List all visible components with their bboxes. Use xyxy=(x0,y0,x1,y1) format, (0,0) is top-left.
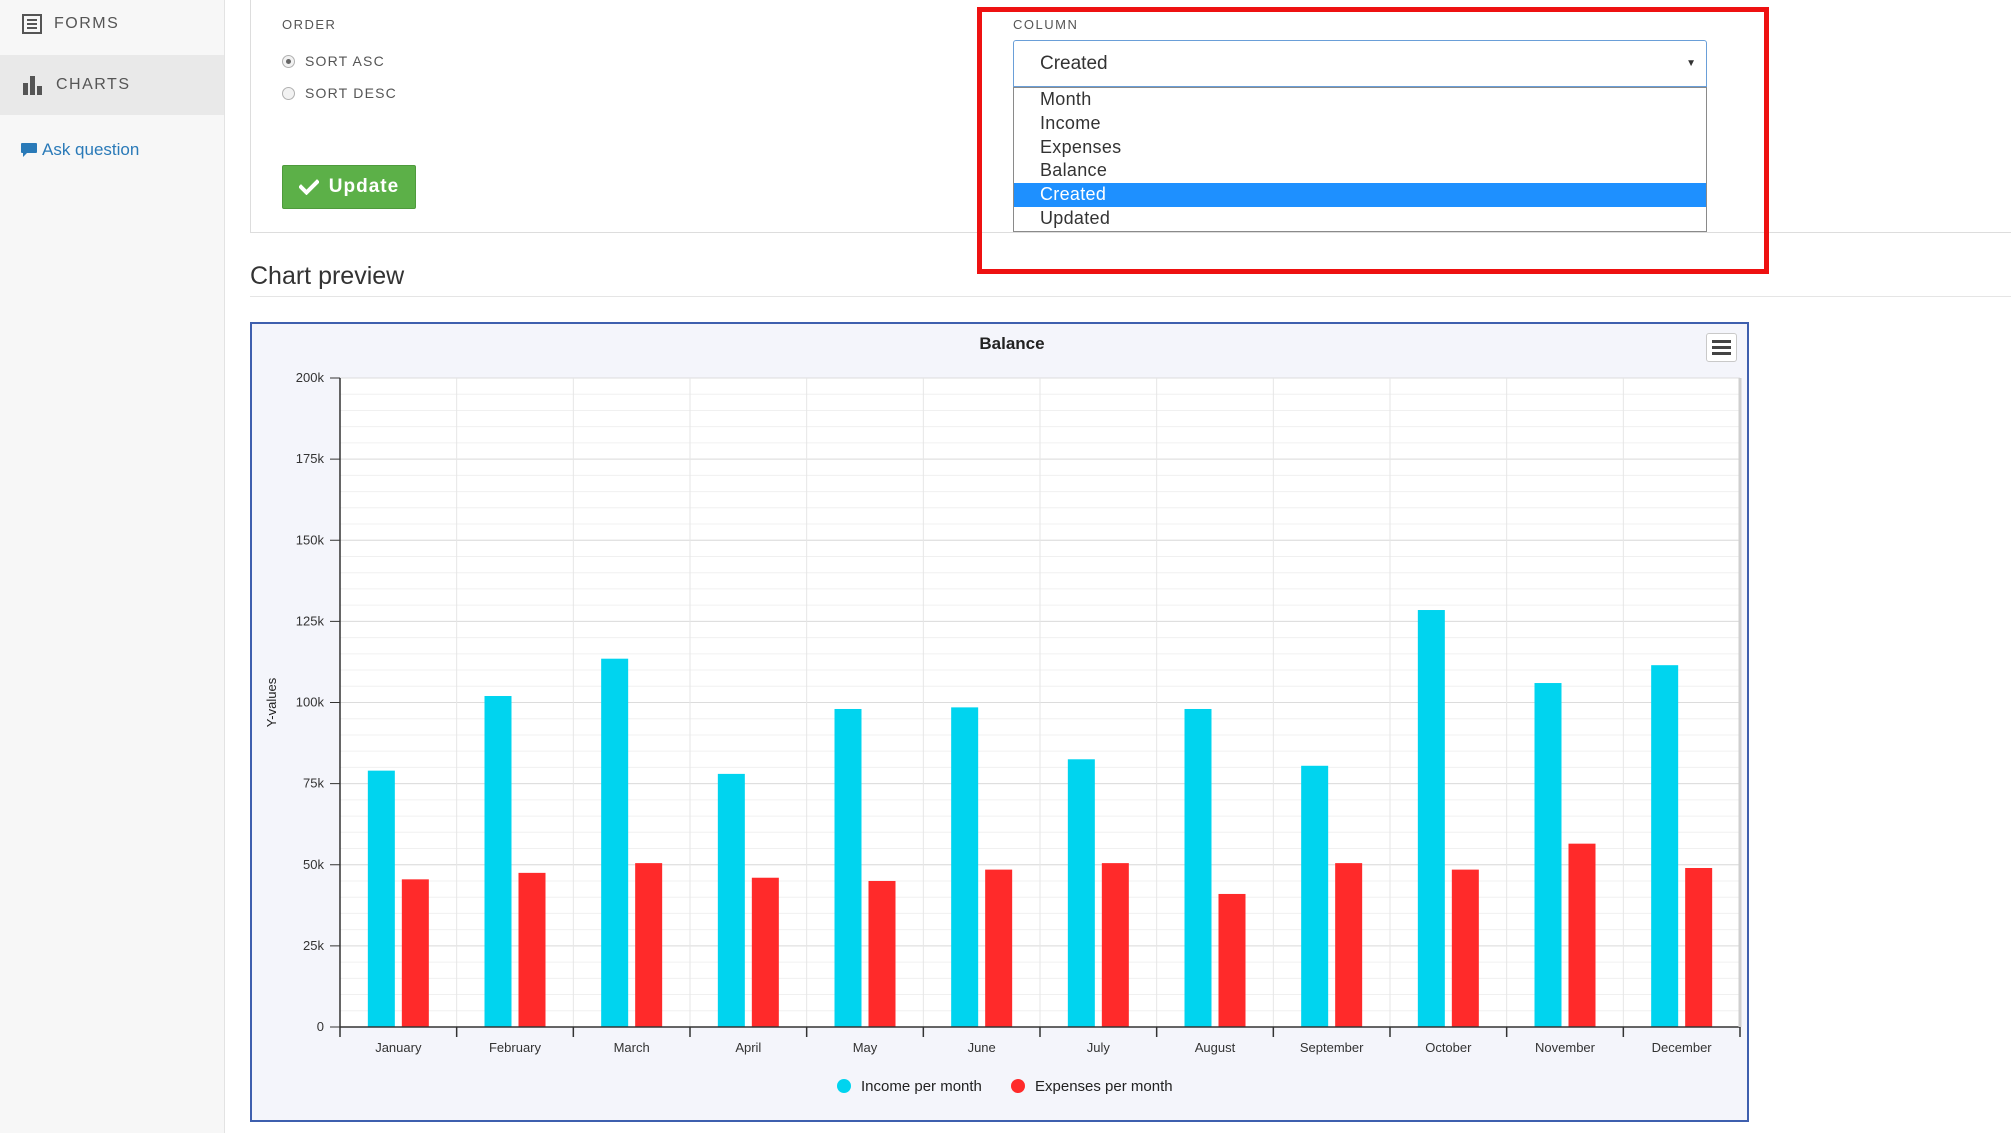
bar-expenses-per-month xyxy=(635,863,663,1027)
bar-income-per-month xyxy=(717,773,745,1027)
bar-expenses-per-month xyxy=(1335,863,1363,1027)
sort-desc-label: SORT DESC xyxy=(305,85,397,101)
sort-asc-option[interactable]: SORT ASC xyxy=(282,53,385,69)
column-select[interactable]: Created ▼ xyxy=(1013,40,1707,87)
bar-income-per-month xyxy=(484,696,512,1027)
x-tick-label: November xyxy=(1535,1040,1596,1055)
y-tick-label: 150k xyxy=(296,532,325,547)
bar-income-per-month xyxy=(367,770,395,1027)
bar-expenses-per-month xyxy=(1568,843,1596,1027)
y-tick-label: 75k xyxy=(303,776,324,791)
sidebar-item-label: CHARTS xyxy=(56,76,131,93)
speech-bubble-icon xyxy=(21,143,37,157)
y-tick-label: 25k xyxy=(303,938,324,953)
bar-expenses-per-month xyxy=(985,869,1013,1027)
x-tick-label: September xyxy=(1300,1040,1364,1055)
order-label: ORDER xyxy=(282,17,337,32)
bar-expenses-per-month xyxy=(1451,869,1479,1027)
chart-menu-button[interactable] xyxy=(1706,333,1737,362)
bar-expenses-per-month xyxy=(1101,863,1129,1027)
sort-asc-label: SORT ASC xyxy=(305,53,385,69)
x-tick-label: March xyxy=(614,1040,650,1055)
ask-question-link[interactable]: Ask question xyxy=(20,140,139,160)
sidebar: FORMS CHARTS Ask question xyxy=(0,0,225,1133)
legend-label: Income per month xyxy=(861,1078,982,1095)
column-option-month[interactable]: Month xyxy=(1040,89,1092,109)
x-tick-label: October xyxy=(1425,1040,1472,1055)
y-tick-label: 175k xyxy=(296,451,325,466)
bar-expenses-per-month xyxy=(518,872,546,1027)
column-option-created[interactable]: Created xyxy=(1014,183,1706,207)
bar-income-per-month xyxy=(1417,610,1445,1027)
column-option-income[interactable]: Income xyxy=(1040,112,1101,133)
settings-panel xyxy=(250,0,2011,233)
bar-income-per-month xyxy=(1534,683,1562,1027)
y-tick-label: 200k xyxy=(296,370,325,385)
update-button[interactable]: Update xyxy=(282,165,416,209)
sidebar-item-forms[interactable]: FORMS xyxy=(0,0,224,54)
bar-expenses-per-month xyxy=(868,880,896,1027)
bar-income-per-month xyxy=(951,707,979,1027)
y-tick-label: 50k xyxy=(303,857,324,872)
column-option-updated[interactable]: Updated xyxy=(1040,207,1111,228)
sidebar-item-charts[interactable]: CHARTS xyxy=(0,55,224,115)
y-tick-label: 100k xyxy=(296,695,325,710)
x-tick-label: April xyxy=(735,1040,761,1055)
legend-marker xyxy=(837,1079,851,1093)
y-axis-label: Y-values xyxy=(264,677,279,727)
chart-container: 0 25k 50k 75k 100k 125k 150k 175k 200k January Feb… xyxy=(250,322,1749,1122)
list-icon xyxy=(22,14,42,34)
bar-income-per-month xyxy=(1184,708,1212,1027)
check-icon xyxy=(298,179,319,195)
bar-expenses-per-month xyxy=(1685,867,1713,1027)
sort-desc-option[interactable]: SORT DESC xyxy=(282,85,397,101)
sort-asc-radio[interactable] xyxy=(282,54,295,68)
y-tick-label: 0 xyxy=(317,1019,324,1034)
bar-chart-icon xyxy=(23,76,42,95)
column-option-expenses[interactable]: Expenses xyxy=(1040,136,1122,157)
bar-income-per-month xyxy=(1651,665,1679,1027)
x-tick-label: February xyxy=(489,1040,542,1055)
x-tick-label: January xyxy=(375,1040,422,1055)
chevron-down-icon: ▼ xyxy=(1686,58,1696,69)
bar-income-per-month xyxy=(601,658,629,1027)
x-tick-label: December xyxy=(1652,1040,1713,1055)
x-tick-label: June xyxy=(968,1040,996,1055)
bar-income-per-month xyxy=(1301,765,1329,1027)
divider xyxy=(250,296,2011,297)
bar-income-per-month xyxy=(1067,759,1095,1027)
legend-marker xyxy=(1011,1079,1025,1093)
bar-expenses-per-month xyxy=(751,877,779,1027)
column-option-balance[interactable]: Balance xyxy=(1040,160,1108,181)
column-label: COLUMN xyxy=(1013,17,1079,32)
column-dropdown-list: Month Income Expenses Balance Created Up… xyxy=(1013,87,1707,232)
sidebar-item-label: FORMS xyxy=(54,15,120,32)
chart-preview-heading: Chart preview xyxy=(250,262,405,290)
column-select-value: Created xyxy=(1040,52,1108,74)
bar-expenses-per-month xyxy=(401,879,429,1027)
sort-desc-radio[interactable] xyxy=(282,86,295,100)
x-tick-label: July xyxy=(1087,1040,1111,1055)
ask-question-label: Ask question xyxy=(42,140,140,159)
legend-label: Expenses per month xyxy=(1035,1078,1173,1095)
x-tick-label: August xyxy=(1195,1040,1236,1055)
update-button-label: Update xyxy=(328,176,400,197)
bar-income-per-month xyxy=(834,708,862,1027)
chart-title: Balance xyxy=(979,334,1044,353)
y-tick-label: 125k xyxy=(296,613,325,628)
x-tick-label: May xyxy=(853,1040,878,1055)
bar-chart: 0 25k 50k 75k 100k 125k 150k 175k 200k January Feb… xyxy=(264,334,1742,1095)
bar-expenses-per-month xyxy=(1218,893,1246,1027)
